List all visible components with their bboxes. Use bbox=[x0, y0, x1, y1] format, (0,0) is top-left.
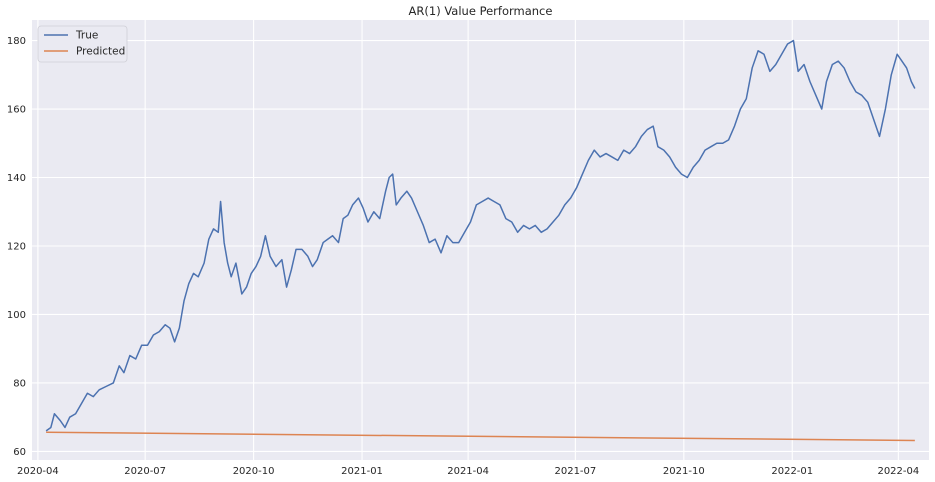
y-tick-label: 60 bbox=[13, 447, 26, 458]
y-tick-label: 140 bbox=[7, 173, 26, 184]
chart-title: AR(1) Value Performance bbox=[409, 4, 553, 18]
series-line-predicted bbox=[46, 431, 915, 442]
x-tick-label: 2020-10 bbox=[233, 466, 275, 477]
legend-label-true: True bbox=[75, 30, 98, 42]
y-tick-label: 180 bbox=[7, 36, 26, 47]
x-tick-label: 2022-01 bbox=[771, 466, 813, 477]
y-axis: 60 80 100 120 140 160 180 bbox=[7, 36, 26, 458]
y-tick-label: 120 bbox=[7, 241, 26, 252]
series-line-true bbox=[45, 39, 916, 432]
y-tick-label: 100 bbox=[7, 310, 26, 321]
x-tick-label: 2020-07 bbox=[124, 466, 166, 477]
x-tick-label: 2020-04 bbox=[17, 466, 59, 477]
x-tick-label: 2021-04 bbox=[447, 466, 489, 477]
x-tick-label: 2022-04 bbox=[877, 466, 919, 477]
x-tick-label: 2021-10 bbox=[663, 466, 705, 477]
x-axis: 2020-04 2020-07 2020-10 2021-01 2021-04 2021-… bbox=[17, 466, 919, 477]
y-tick-label: 160 bbox=[7, 105, 26, 116]
legend-label-predicted: Predicted bbox=[76, 46, 125, 58]
plot-area bbox=[32, 20, 929, 460]
series-layer bbox=[45, 39, 916, 442]
x-tick-label: 2021-01 bbox=[341, 466, 383, 477]
x-tick-label: 2021-07 bbox=[554, 466, 596, 477]
y-tick-label: 80 bbox=[13, 378, 26, 389]
legend: True Predicted bbox=[37, 25, 128, 63]
